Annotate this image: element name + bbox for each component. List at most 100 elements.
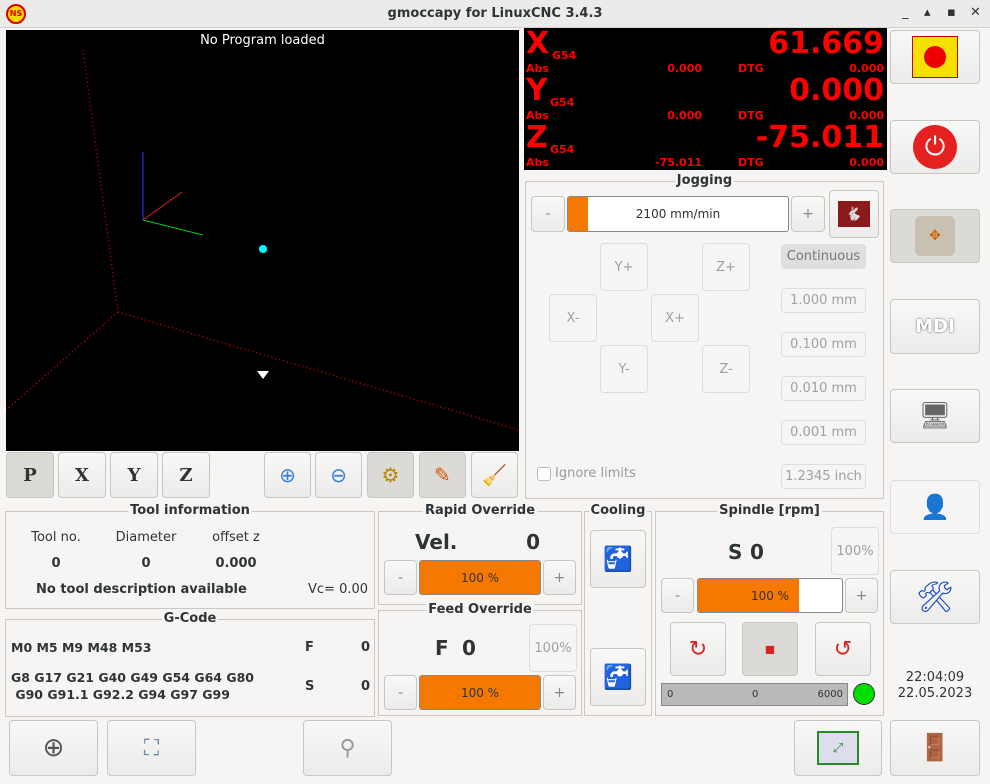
close-button[interactable]: ✕ [970, 5, 981, 20]
diameter-header: Diameter [115, 530, 177, 545]
dro-z-value[interactable]: -75.011 [755, 120, 884, 155]
gcode-title: G-Code [161, 611, 219, 626]
rapid-override-slider[interactable]: 100 % [419, 560, 541, 595]
feed-minus[interactable]: - [384, 675, 417, 710]
feed-plus[interactable]: + [543, 675, 576, 710]
increment-0-01mm[interactable]: 0.010 mm [781, 376, 866, 401]
spindle-minus[interactable]: - [661, 578, 694, 613]
zoom-out-button[interactable]: ⊖ [315, 452, 362, 498]
jog-y-plus[interactable]: Y+ [600, 243, 648, 291]
fullscreen-button[interactable]: ⤢ [794, 720, 882, 776]
jogging-frame: Jogging [525, 173, 884, 499]
dro-x-abs-label: Abs [526, 62, 549, 75]
flood-button[interactable]: 🚰 [590, 530, 646, 588]
spindle-s-label: S [728, 540, 743, 564]
ref-button[interactable]: ⊕ [9, 720, 98, 776]
gcode-preview[interactable]: No Program loaded [6, 30, 519, 451]
machine-power-button[interactable]: ⏻ [890, 120, 980, 174]
dro-y-value[interactable]: 0.000 [789, 73, 884, 108]
view-x-button[interactable]: X [58, 452, 106, 498]
mdi-mode-button[interactable]: MDI [890, 299, 980, 354]
jog-pad-icon: ✥ [915, 216, 955, 256]
turtle-rabbit-button[interactable]: 🐇 [829, 190, 879, 238]
shade-button[interactable]: ▴ [924, 5, 931, 20]
zoom-out-icon: ⊖ [330, 463, 347, 487]
flood-coolant-icon: 🚰 [603, 545, 633, 573]
feed-f-label: F [435, 636, 449, 660]
tool-change-button[interactable]: ⚲ [303, 720, 392, 776]
feed-override-title: Feed Override [426, 602, 534, 617]
edit-button[interactable]: ✎ [419, 452, 466, 498]
spindle-plus[interactable]: + [845, 578, 878, 613]
program-status: No Program loaded [200, 33, 325, 48]
minimize-button[interactable]: _ [902, 5, 909, 20]
jog-speed-minus[interactable]: - [531, 196, 565, 232]
increment-0-1mm[interactable]: 0.100 mm [781, 332, 866, 357]
rabbit-icon: 🐇 [838, 201, 870, 227]
rapid-plus[interactable]: + [543, 560, 576, 595]
jog-speed-plus[interactable]: + [791, 196, 825, 232]
jog-z-minus[interactable]: Z- [702, 345, 750, 393]
spindle-reverse-button[interactable]: ↺ [815, 622, 871, 676]
dro-x-value[interactable]: 61.669 [768, 26, 884, 61]
increment-1mm[interactable]: 1.000 mm [781, 288, 866, 313]
tool-icon: ⚙ [381, 463, 400, 487]
maximize-button[interactable]: ▪ [947, 5, 956, 20]
increment-inch[interactable]: 1.2345 inch [781, 464, 866, 489]
jog-x-minus[interactable]: X- [549, 294, 597, 342]
pencil-icon: ✎ [434, 463, 451, 487]
spindle-forward-button[interactable]: ↻ [670, 622, 726, 676]
estop-button[interactable] [890, 30, 980, 84]
increment-0-001mm[interactable]: 0.001 mm [781, 420, 866, 445]
jog-x-plus[interactable]: X+ [651, 294, 699, 342]
cutting-speed: Vc= 0.00 [308, 582, 369, 597]
zoom-in-button[interactable]: ⊕ [264, 452, 311, 498]
increment-continuous[interactable]: Continuous [781, 244, 866, 269]
spindle-override-slider[interactable]: 100 % [697, 578, 843, 613]
cooling-title: Cooling [588, 503, 648, 518]
plot-canvas [6, 49, 519, 431]
spindle-ccw-icon: ↺ [833, 636, 853, 662]
zoom-in-icon: ⊕ [279, 463, 296, 487]
app-logo-icon: NS [6, 4, 26, 24]
view-z-button[interactable]: Z [162, 452, 210, 498]
jog-y-minus[interactable]: Y- [600, 345, 648, 393]
clear-plot-button[interactable]: 🧹 [471, 452, 518, 498]
dro-z-axis: Z [526, 120, 548, 155]
manual-mode-button[interactable]: ✥ [890, 209, 980, 263]
tool-path-button[interactable]: ⚙ [367, 452, 414, 498]
spindle-bar-max: 6000 [817, 689, 843, 700]
spindle-reset-button[interactable]: 100% [831, 527, 879, 575]
vel-label: Vel. [415, 530, 458, 554]
tool-info-frame: Tool information [5, 503, 375, 609]
setup-button[interactable]: 🛠 [890, 570, 980, 624]
view-p-button[interactable]: P [6, 452, 54, 498]
jog-speed-slider[interactable]: 2100 mm/min [567, 196, 789, 232]
ignore-limits-checkbox[interactable] [537, 467, 551, 481]
mist-button[interactable]: 🚰 [590, 648, 646, 706]
view-y-button[interactable]: Y [110, 452, 158, 498]
spindle-bar-value: 0 [752, 689, 759, 700]
feed-override-slider[interactable]: 100 % [419, 675, 541, 710]
touch-off-button[interactable]: ⛶ [107, 720, 196, 776]
dro-y-dtg-label: DTG [738, 109, 764, 122]
feed-reset-button[interactable]: 100% [529, 624, 577, 672]
rapid-minus[interactable]: - [384, 560, 417, 595]
clock-time: 22:04:09 [905, 670, 965, 685]
offset-z-header: offset z [212, 530, 260, 545]
settings-page-button[interactable]: 👤 [890, 480, 980, 534]
jogging-title: Jogging [674, 173, 735, 188]
exit-door-icon: 🚪 [918, 733, 952, 763]
dro-panel: X G54 61.669 Abs 0.000 DTG 0.000 Y G54 0… [524, 26, 887, 170]
jog-z-plus[interactable]: Z+ [702, 243, 750, 291]
dro-y-coord: G54 [550, 96, 575, 109]
auto-mode-button[interactable]: 🖥 [890, 389, 980, 443]
emergency-stop-icon [912, 36, 958, 78]
exit-button[interactable]: 🚪 [890, 720, 980, 776]
broom-icon: 🧹 [482, 463, 507, 487]
dro-z-abs: -75.011 [654, 156, 702, 169]
spindle-stop-button[interactable]: ⏹ [742, 622, 798, 676]
gcode-s-value: 0 [360, 679, 370, 694]
dro-x-coord: G54 [552, 49, 577, 62]
dro-z-dtg-label: DTG [738, 156, 764, 169]
